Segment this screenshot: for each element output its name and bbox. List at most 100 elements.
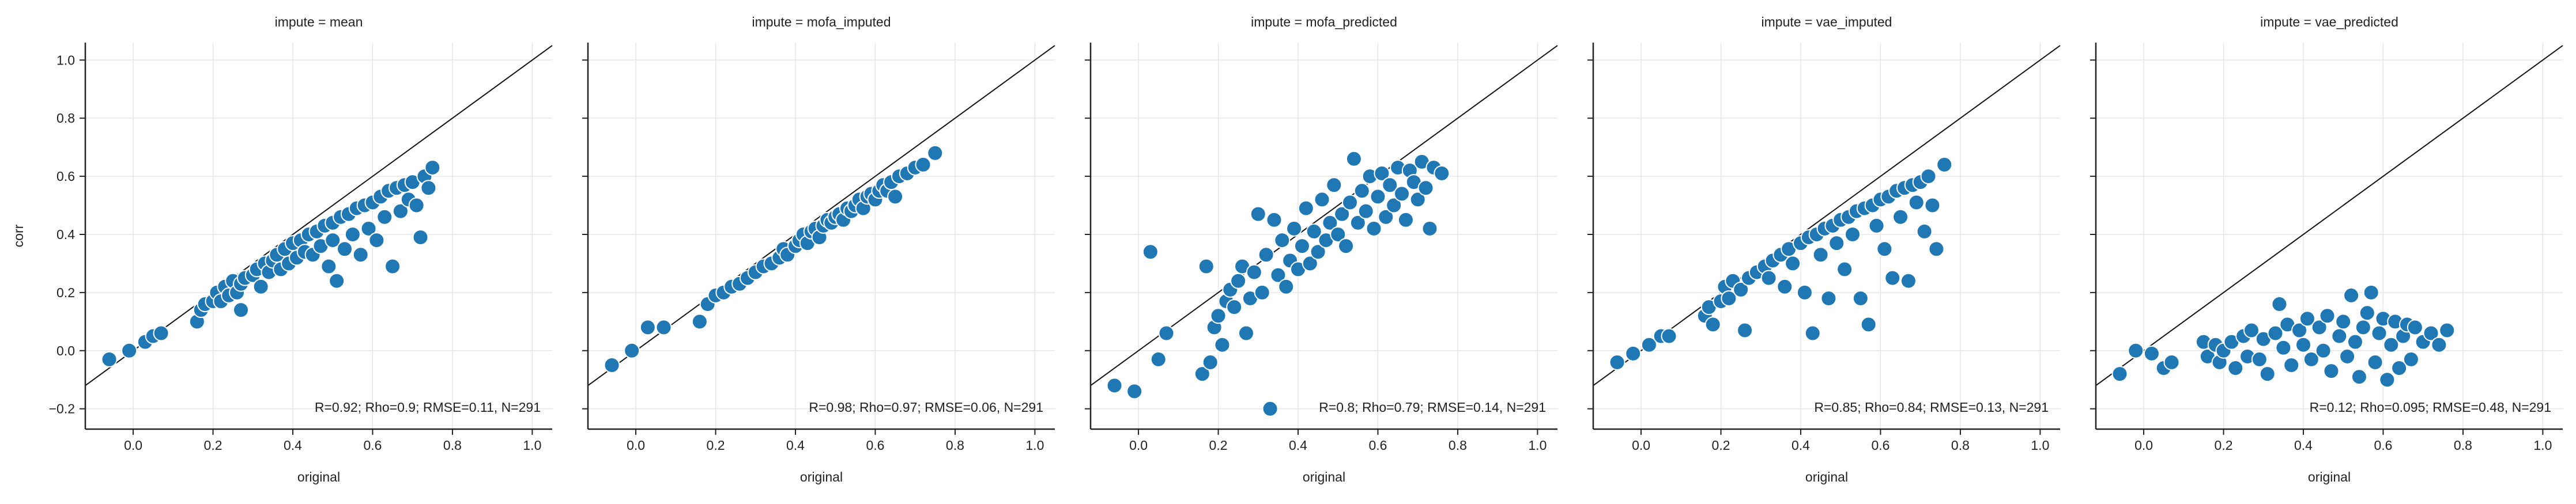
data-point [1936, 156, 1953, 173]
data-point [1106, 377, 1123, 394]
x-axis-label: original [297, 469, 340, 484]
data-point [1214, 336, 1231, 353]
data-point [2275, 339, 2292, 356]
data-point [691, 313, 708, 330]
data-point [1785, 255, 1801, 272]
y-tick-label: 0.6 [56, 169, 75, 184]
data-point [2303, 351, 2319, 367]
x-tick-label: 0.8 [946, 438, 964, 453]
data-point [1250, 206, 1266, 222]
data-point [325, 232, 341, 249]
x-axis-label: original [800, 469, 843, 484]
data-point [2319, 308, 2336, 324]
x-tick-label: 0.8 [2454, 438, 2472, 453]
data-point [1733, 281, 1749, 298]
data-point [624, 342, 640, 359]
data-point [2251, 351, 2268, 367]
data-point [1357, 203, 1374, 219]
data-point [2111, 366, 2128, 382]
data-point [639, 319, 656, 336]
data-point [1796, 284, 1813, 301]
data-point [2423, 325, 2439, 342]
data-point [1924, 197, 1941, 214]
data-point [329, 272, 345, 289]
data-point [1434, 165, 1450, 182]
data-point [1640, 336, 1657, 353]
data-point [252, 278, 269, 295]
x-tick-label: 0.8 [443, 438, 462, 453]
x-tick-label: 0.6 [1871, 438, 1889, 453]
data-point [2331, 328, 2348, 344]
data-point [1386, 197, 1402, 214]
data-point [1366, 220, 1382, 237]
x-tick-label: 1.0 [523, 438, 541, 453]
data-point [1382, 177, 1398, 194]
y-tick-label: 0.2 [56, 285, 75, 300]
data-point [233, 302, 249, 319]
data-point [1820, 290, 1837, 306]
x-tick-label: 0.2 [1712, 438, 1730, 453]
data-point [1900, 272, 1917, 289]
data-point [2363, 284, 2379, 301]
data-point [1270, 267, 1287, 283]
data-point [2355, 319, 2371, 336]
data-point [2311, 319, 2328, 336]
data-point [2267, 325, 2284, 342]
data-point [2383, 336, 2400, 353]
data-point [655, 319, 672, 336]
data-point [1258, 247, 1274, 263]
data-point [2143, 345, 2160, 362]
data-point [1262, 400, 1278, 417]
x-tick-label: 0.0 [627, 438, 645, 453]
data-point [1394, 185, 1410, 202]
data-point [2271, 296, 2288, 313]
data-point [1338, 238, 1355, 255]
x-tick-label: 1.0 [2031, 438, 2049, 453]
data-point [1349, 214, 1366, 231]
data-point [1246, 264, 1262, 281]
data-point [1322, 214, 1338, 231]
data-point [2391, 360, 2408, 377]
data-point [1293, 238, 1310, 255]
data-point [1804, 325, 1821, 342]
data-point [1286, 220, 1303, 237]
data-point [1704, 316, 1721, 333]
x-tick-label: 0.0 [1632, 438, 1650, 453]
data-point [424, 159, 441, 176]
data-point [2227, 360, 2244, 377]
data-point [368, 232, 385, 249]
x-tick-label: 0.0 [1129, 438, 1148, 453]
data-point [2259, 366, 2276, 382]
data-point [2371, 325, 2388, 342]
data-point [1417, 180, 1434, 196]
x-tick-label: 0.4 [2294, 438, 2313, 453]
panel-title: impute = vae_predicted [2260, 14, 2398, 29]
x-tick-label: 1.0 [1528, 438, 1547, 453]
x-tick-label: 0.6 [363, 438, 382, 453]
data-point [1908, 194, 1925, 211]
data-point [1238, 325, 1254, 342]
data-point [1274, 232, 1291, 249]
data-point [2295, 336, 2311, 353]
data-point [1306, 223, 1322, 240]
panel-title: impute = mean [275, 14, 363, 29]
data-point [1194, 366, 1210, 382]
data-point [1892, 209, 1909, 225]
data-point [360, 220, 377, 237]
data-point [408, 197, 425, 214]
data-point [915, 156, 931, 173]
data-point [352, 247, 369, 263]
data-point [1278, 278, 1295, 295]
data-point [927, 145, 944, 161]
data-point [1326, 177, 1342, 194]
x-tick-label: 0.2 [2215, 438, 2233, 453]
data-point [420, 180, 437, 196]
data-point [1609, 354, 1625, 370]
data-point [376, 209, 393, 225]
data-point [2367, 354, 2383, 370]
x-tick-label: 0.0 [124, 438, 142, 453]
data-point [1298, 200, 1314, 217]
data-point [2323, 363, 2340, 380]
